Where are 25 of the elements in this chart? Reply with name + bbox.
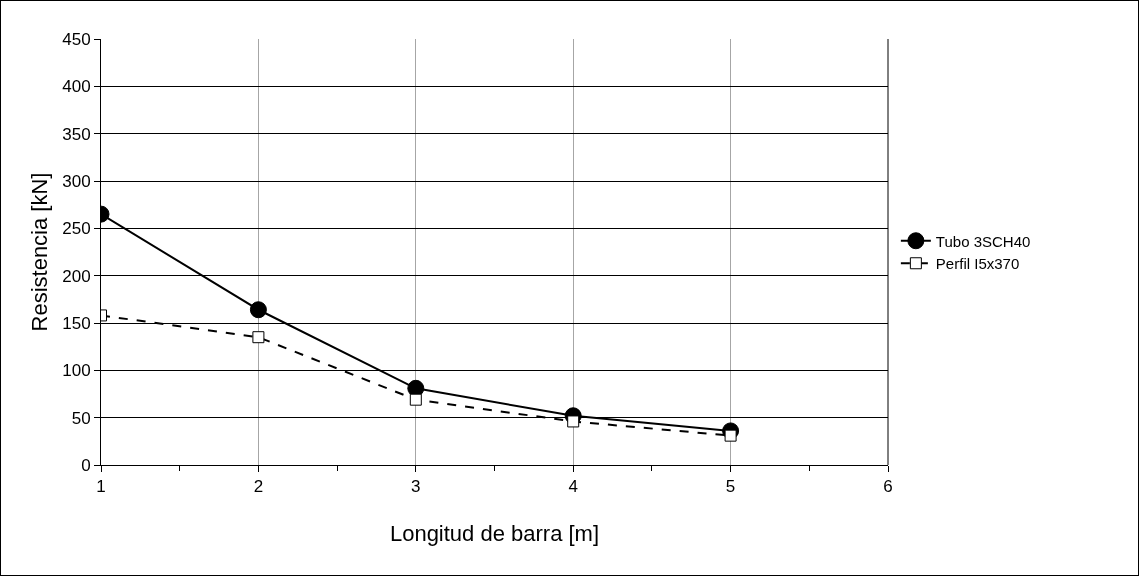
y-tick-label: 400: [62, 77, 91, 97]
point: [407, 379, 425, 397]
x-tick-label: 6: [883, 477, 893, 497]
y-tick-label: 0: [81, 455, 91, 475]
y-tick-label: 200: [62, 266, 91, 286]
x-tick-label: 2: [253, 477, 264, 497]
y-tick-label: 450: [62, 29, 91, 49]
point: [409, 393, 422, 406]
x-tick-label: 5: [725, 477, 736, 497]
x-tick-label: 3: [411, 477, 421, 497]
point: [567, 415, 580, 428]
y-tick-label: 100: [62, 361, 91, 381]
y-tick-label: 250: [62, 219, 91, 239]
x-axis-title: Longitud de barra [m]: [389, 521, 600, 546]
y-tick-label: 350: [62, 124, 91, 144]
y-tick-label: 300: [62, 171, 91, 191]
point: [249, 301, 267, 319]
y-tick-label: 150: [62, 313, 91, 333]
x-tick-label: 1: [96, 477, 106, 497]
legend-label: Perfil I5x370: [935, 255, 1020, 273]
y-axis-title: Resistencia [kN]: [27, 172, 52, 332]
y-tick-label: 50: [71, 408, 91, 428]
x-tick-label: 4: [568, 477, 578, 497]
legend-label: Tubo 3SCH40: [935, 232, 1031, 250]
point: [252, 331, 265, 344]
